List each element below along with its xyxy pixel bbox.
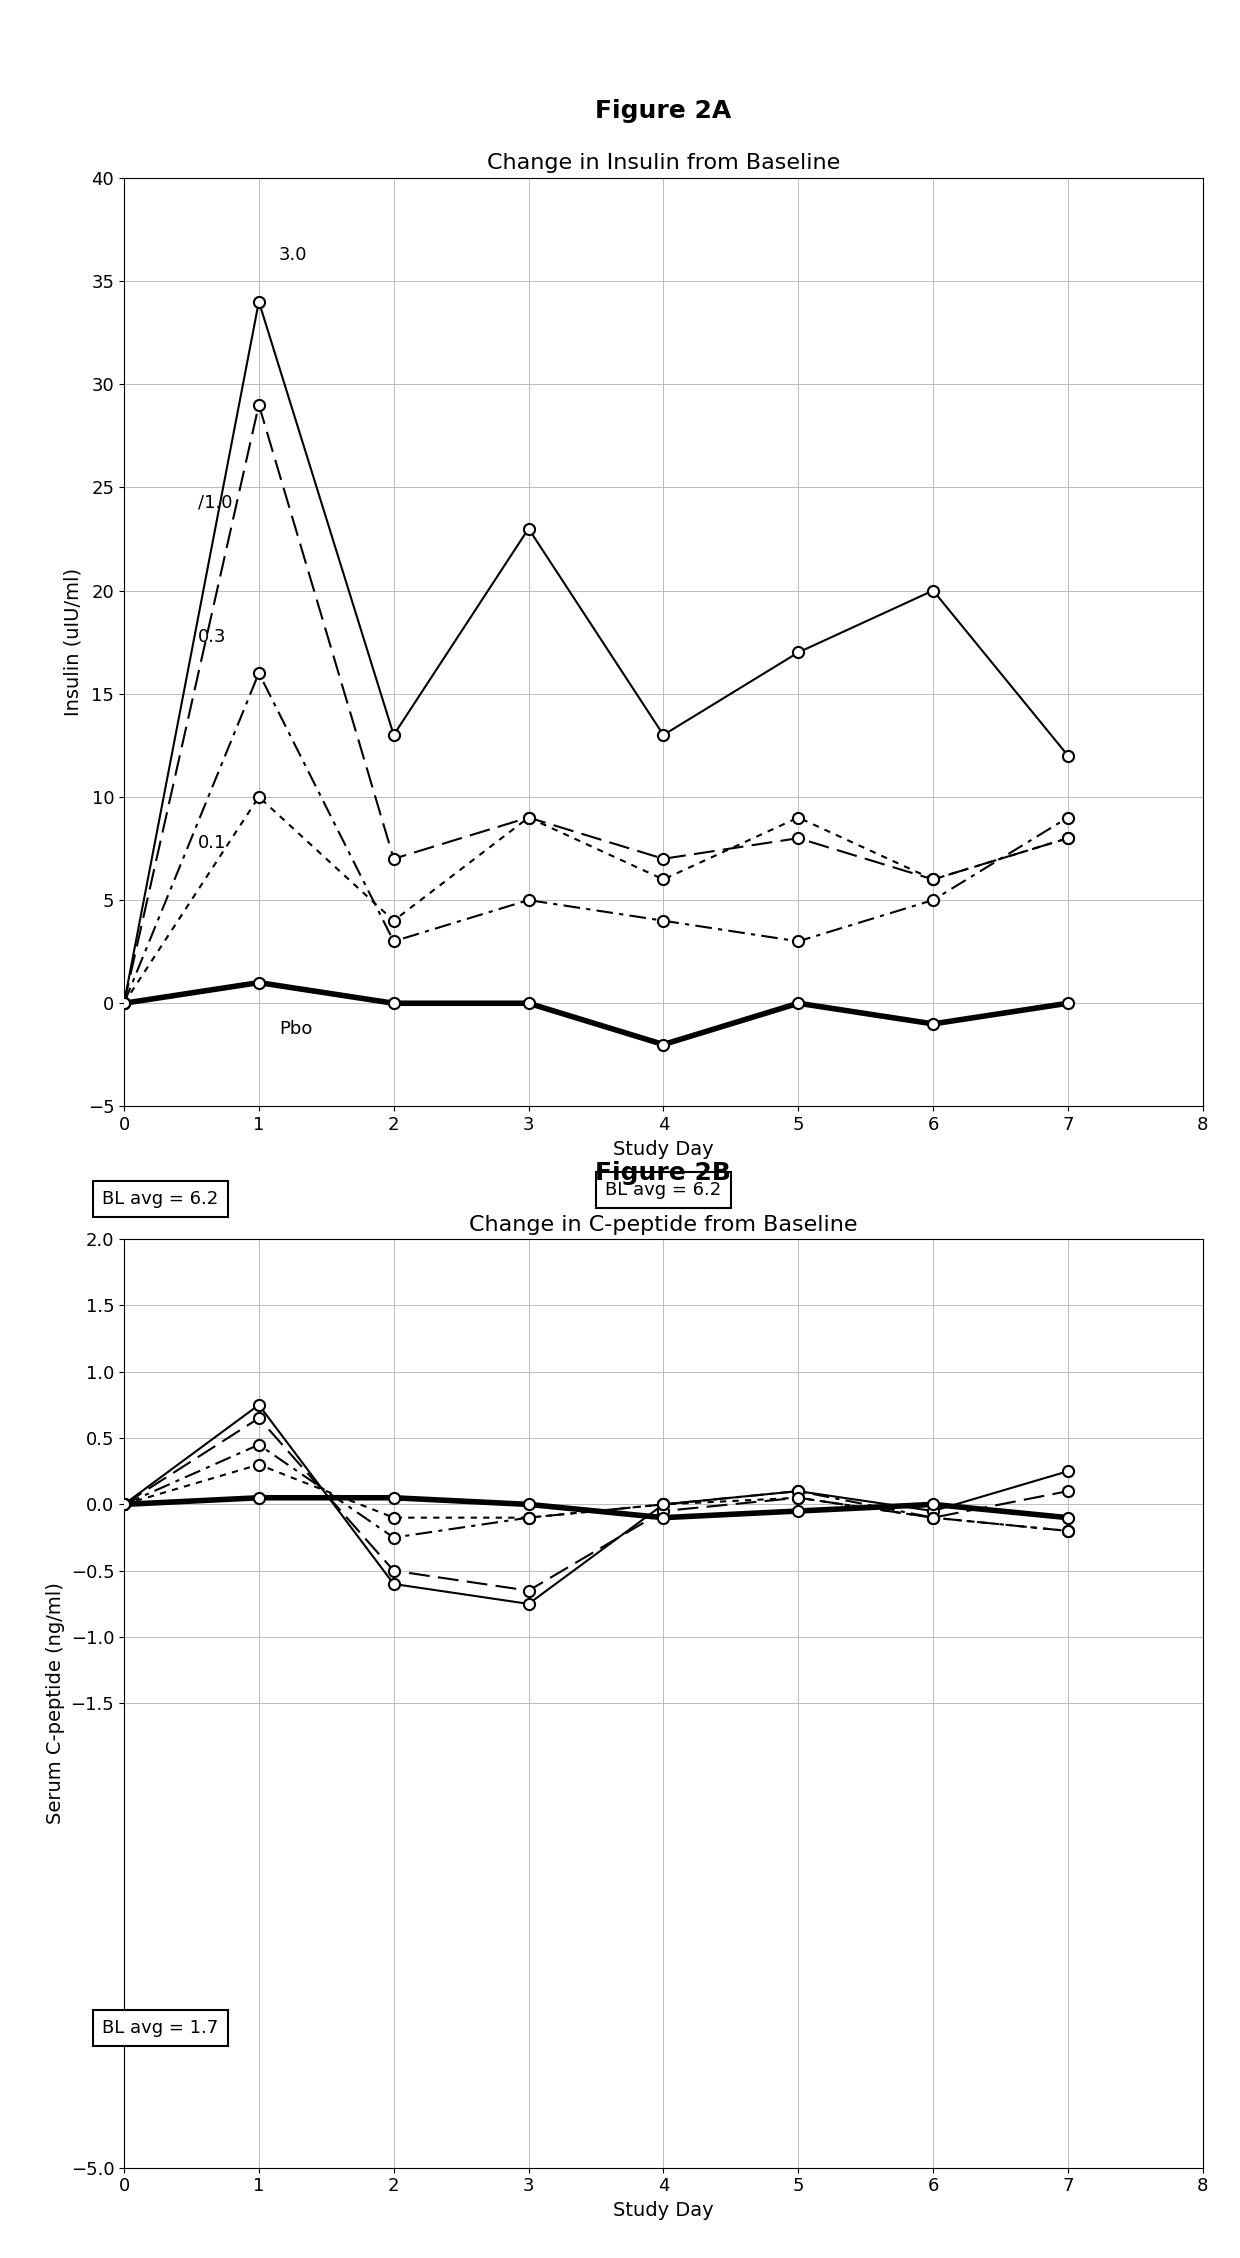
X-axis label: Study Day: Study Day — [613, 1140, 714, 1158]
Text: Pbo: Pbo — [279, 1021, 312, 1039]
Text: /1.0: /1.0 — [198, 495, 233, 513]
Text: BL avg = 6.2: BL avg = 6.2 — [605, 1181, 722, 1199]
Y-axis label: Insulin (uIU/ml): Insulin (uIU/ml) — [63, 569, 82, 716]
Title: Change in Insulin from Baseline: Change in Insulin from Baseline — [487, 154, 839, 174]
Title: Change in C-peptide from Baseline: Change in C-peptide from Baseline — [469, 1215, 858, 1235]
Text: BL avg = 1.7: BL avg = 1.7 — [103, 2019, 218, 2037]
X-axis label: Study Day: Study Day — [613, 2202, 714, 2220]
Y-axis label: Serum C-peptide (ng/ml): Serum C-peptide (ng/ml) — [46, 1583, 64, 1824]
Text: 3.0: 3.0 — [279, 246, 308, 264]
Text: BL avg = 6.2: BL avg = 6.2 — [103, 1190, 218, 1208]
Text: Figure 2A: Figure 2A — [595, 99, 732, 124]
Text: 0.1: 0.1 — [198, 835, 227, 854]
Text: 0.3: 0.3 — [198, 628, 227, 646]
Text: Figure 2B: Figure 2B — [595, 1161, 732, 1185]
